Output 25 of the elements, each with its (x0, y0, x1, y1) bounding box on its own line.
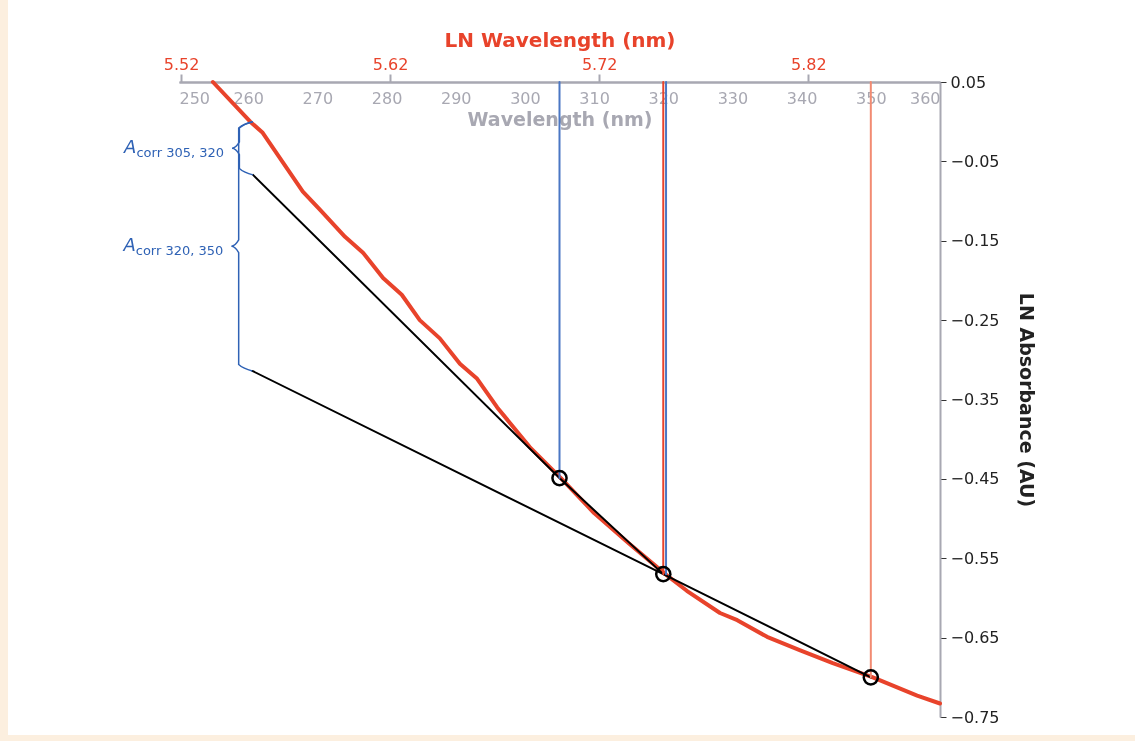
y-tick-label: −0.35 (950, 390, 1000, 409)
y-tick-label: −0.15 (950, 231, 1000, 251)
y-tick-label: −0.65 (950, 628, 1000, 648)
y-axis-title: LN Absorbance (AU) (1015, 292, 1038, 508)
y-tick-label: 0.05 (950, 72, 987, 92)
y-tick-label: −0.25 (950, 310, 1000, 330)
x2-tick-label: 5.82 (790, 54, 827, 74)
x2-tick-label: 5.72 (581, 54, 618, 74)
x-tick-label: 290 (440, 88, 472, 108)
x-tick-label: 280 (371, 88, 403, 108)
y-tick-label: −0.75 (950, 707, 1000, 727)
y-tick-label: −0.55 (950, 548, 1000, 568)
x-tick-label: 330 (717, 88, 749, 108)
y-tick-label: −0.45 (950, 469, 1000, 489)
x-tick-label: 360 (909, 88, 941, 108)
y-tick-label: −0.05 (950, 151, 1000, 171)
x-tick-label: 250 (179, 88, 211, 108)
x2-axis-title: LN Wavelength (nm) (444, 27, 676, 52)
x-tick-label: 310 (579, 88, 610, 108)
x-tick-label: 260 (233, 88, 264, 108)
x-tick-label: 270 (302, 88, 334, 108)
x2-tick-label: 5.62 (372, 54, 409, 74)
x-tick-label: 340 (786, 88, 818, 108)
x-tick-label: 300 (510, 88, 541, 108)
x2-tick-label: 5.52 (163, 54, 200, 74)
